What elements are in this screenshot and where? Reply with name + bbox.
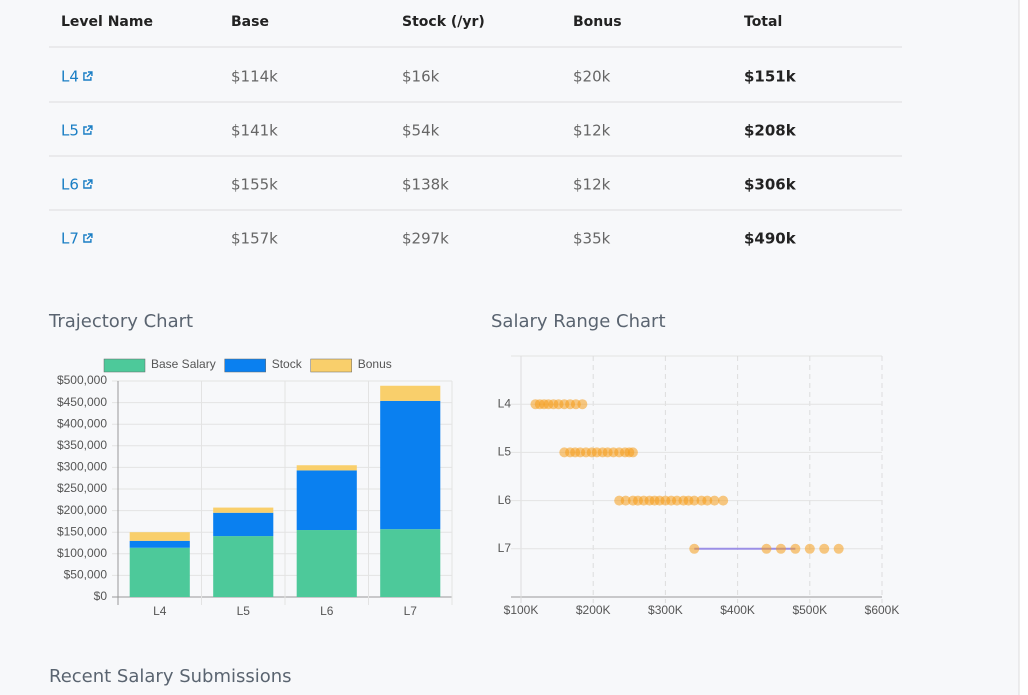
point bbox=[761, 543, 772, 554]
y-tick-label: L4 bbox=[498, 396, 512, 410]
table-cell: $12k bbox=[573, 176, 611, 194]
point bbox=[702, 495, 713, 506]
point bbox=[804, 543, 815, 554]
x-tick-label: L5 bbox=[237, 604, 251, 618]
x-tick-label: L6 bbox=[320, 604, 334, 618]
chart-title: Trajectory Chart bbox=[48, 311, 193, 332]
point bbox=[790, 543, 801, 554]
table-header: Level Name bbox=[61, 14, 153, 30]
bar-segment bbox=[380, 529, 441, 597]
point bbox=[577, 399, 588, 410]
bar-segment bbox=[213, 512, 274, 537]
bar-segment bbox=[129, 540, 190, 548]
y-tick-label: $0 bbox=[94, 589, 108, 603]
point bbox=[718, 495, 729, 506]
table-cell: $35k bbox=[573, 230, 611, 248]
table-cell: $54k bbox=[402, 122, 440, 140]
level-link[interactable]: L6 bbox=[61, 176, 79, 194]
bar-segment bbox=[213, 536, 274, 597]
bar-segment bbox=[296, 530, 357, 597]
legend-label: Bonus bbox=[358, 357, 392, 371]
y-tick-label: $500,000 bbox=[57, 373, 107, 387]
x-tick-label: $600K bbox=[865, 603, 900, 617]
external-link-icon[interactable] bbox=[83, 125, 93, 135]
table-cell: $297k bbox=[402, 230, 449, 248]
bar-segment bbox=[296, 470, 357, 531]
y-tick-label: L7 bbox=[498, 541, 512, 555]
point bbox=[709, 495, 720, 506]
legend-label: Base Salary bbox=[151, 357, 216, 371]
y-tick-label: $100,000 bbox=[57, 546, 107, 560]
external-link-icon[interactable] bbox=[83, 71, 93, 81]
bar-segment bbox=[380, 400, 441, 530]
table-header: Total bbox=[744, 14, 782, 30]
point bbox=[627, 447, 638, 458]
y-tick-label: $300,000 bbox=[57, 460, 107, 474]
table-header: Base bbox=[231, 14, 269, 30]
point bbox=[819, 543, 830, 554]
table-cell: $16k bbox=[402, 68, 440, 86]
legend-swatch bbox=[103, 358, 146, 373]
bar-segment bbox=[213, 507, 274, 513]
level-link[interactable]: L7 bbox=[61, 230, 79, 248]
table-cell: $114k bbox=[231, 68, 278, 86]
x-tick-label: L7 bbox=[404, 604, 418, 618]
y-tick-label: $350,000 bbox=[57, 438, 107, 452]
point bbox=[689, 495, 700, 506]
legend-swatch bbox=[310, 358, 352, 373]
level-link[interactable]: L4 bbox=[61, 68, 79, 86]
y-tick-label: $200,000 bbox=[57, 503, 107, 517]
x-tick-label: $400K bbox=[720, 603, 755, 617]
table-cell: $155k bbox=[231, 176, 278, 194]
table-cell: $12k bbox=[573, 122, 611, 140]
point bbox=[689, 543, 700, 554]
x-tick-label: $500K bbox=[792, 603, 827, 617]
table-cell: $20k bbox=[573, 68, 611, 86]
chart-title: Salary Range Chart bbox=[491, 311, 666, 332]
legend-swatch bbox=[224, 358, 266, 373]
point bbox=[775, 543, 786, 554]
x-tick-label: $300K bbox=[648, 603, 683, 617]
x-tick-label: L4 bbox=[153, 604, 167, 618]
table-header: Stock (/yr) bbox=[402, 14, 485, 30]
y-tick-label: $150,000 bbox=[57, 524, 107, 538]
point bbox=[620, 495, 631, 506]
point bbox=[833, 543, 844, 554]
bar-segment bbox=[296, 465, 357, 471]
y-tick-label: $50,000 bbox=[64, 568, 108, 582]
section-title: Recent Salary Submissions bbox=[49, 666, 292, 687]
table-cell: $490k bbox=[744, 230, 797, 248]
y-tick-label: $450,000 bbox=[57, 395, 107, 409]
y-tick-label: L5 bbox=[498, 445, 512, 459]
table-cell: $151k bbox=[744, 68, 797, 86]
external-link-icon[interactable] bbox=[83, 233, 93, 243]
table-cell: $138k bbox=[402, 176, 449, 194]
table-cell: $141k bbox=[231, 122, 278, 140]
y-tick-label: L6 bbox=[498, 493, 512, 507]
right-edge bbox=[1019, 0, 1028, 695]
table-cell: $306k bbox=[744, 176, 797, 194]
table-cell: $157k bbox=[231, 230, 278, 248]
bar-segment bbox=[129, 547, 190, 597]
y-tick-label: $400,000 bbox=[57, 416, 107, 430]
table-header: Bonus bbox=[573, 14, 622, 30]
table-cell: $208k bbox=[744, 122, 797, 140]
y-tick-label: $250,000 bbox=[57, 481, 107, 495]
bar-segment bbox=[380, 385, 441, 401]
level-link[interactable]: L5 bbox=[61, 122, 79, 140]
x-tick-label: $200K bbox=[576, 603, 611, 617]
legend-label: Stock bbox=[272, 357, 303, 371]
external-link-icon[interactable] bbox=[83, 179, 93, 189]
bar-segment bbox=[129, 532, 190, 541]
x-tick-label: $100K bbox=[504, 603, 539, 617]
